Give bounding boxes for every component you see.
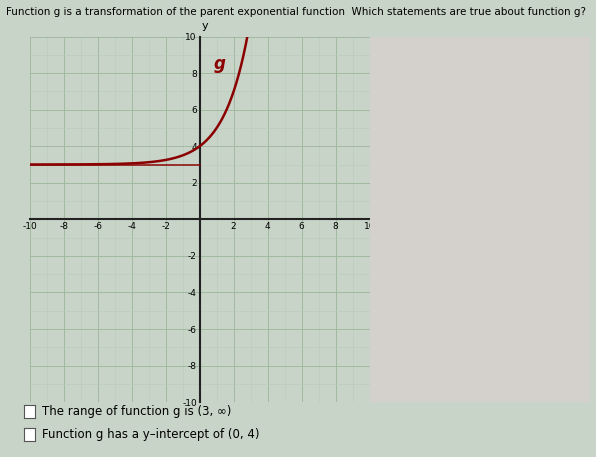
Text: The range of function g is (3, ∞): The range of function g is (3, ∞) [42, 405, 231, 418]
Text: Function g has a y–intercept of (0, 4): Function g has a y–intercept of (0, 4) [42, 428, 259, 441]
Text: x: x [378, 211, 385, 221]
Text: g: g [213, 55, 225, 74]
Text: Function g is a transformation of the parent exponential function  Which stateme: Function g is a transformation of the pa… [6, 7, 586, 17]
Text: y: y [201, 21, 208, 31]
